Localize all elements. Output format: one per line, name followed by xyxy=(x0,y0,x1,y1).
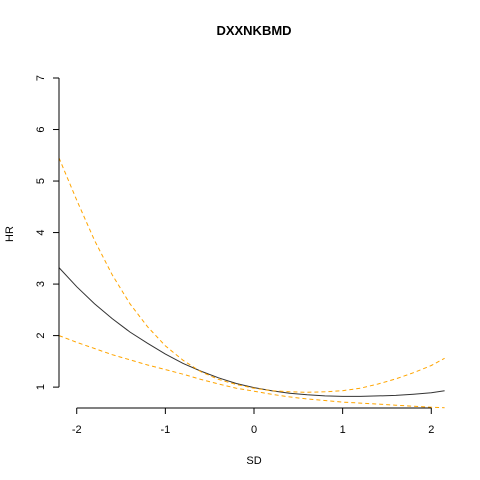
x-tick-label: 1 xyxy=(340,424,346,436)
y-tick-label: 3 xyxy=(35,281,47,287)
series-line-estimate xyxy=(58,267,445,397)
y-tick-label: 5 xyxy=(35,178,47,184)
y-axis-label: HR xyxy=(4,226,16,242)
y-tick-label: 6 xyxy=(35,126,47,132)
x-axis-ticks: -2 -1 0 1 2 xyxy=(72,408,434,436)
series-line-upper-ci xyxy=(58,157,445,393)
x-tick-label: -1 xyxy=(160,424,170,436)
axes: -2 -1 0 1 2 1 2 3 4 5 6 7 xyxy=(35,75,434,436)
x-tick-label: 0 xyxy=(251,424,257,436)
y-tick-label: 4 xyxy=(35,229,47,235)
y-tick-label: 1 xyxy=(35,384,47,390)
x-axis-label: SD xyxy=(246,455,261,467)
y-axis-ticks: 1 2 3 4 5 6 7 xyxy=(35,75,59,390)
series-line-lower-ci xyxy=(58,335,445,409)
x-tick-label: 2 xyxy=(428,424,434,436)
chart-title: DXXNKBMD xyxy=(216,23,291,38)
x-tick-label: -2 xyxy=(72,424,82,436)
plot-area xyxy=(58,157,445,409)
y-tick-label: 2 xyxy=(35,333,47,339)
y-tick-label: 7 xyxy=(35,75,47,81)
